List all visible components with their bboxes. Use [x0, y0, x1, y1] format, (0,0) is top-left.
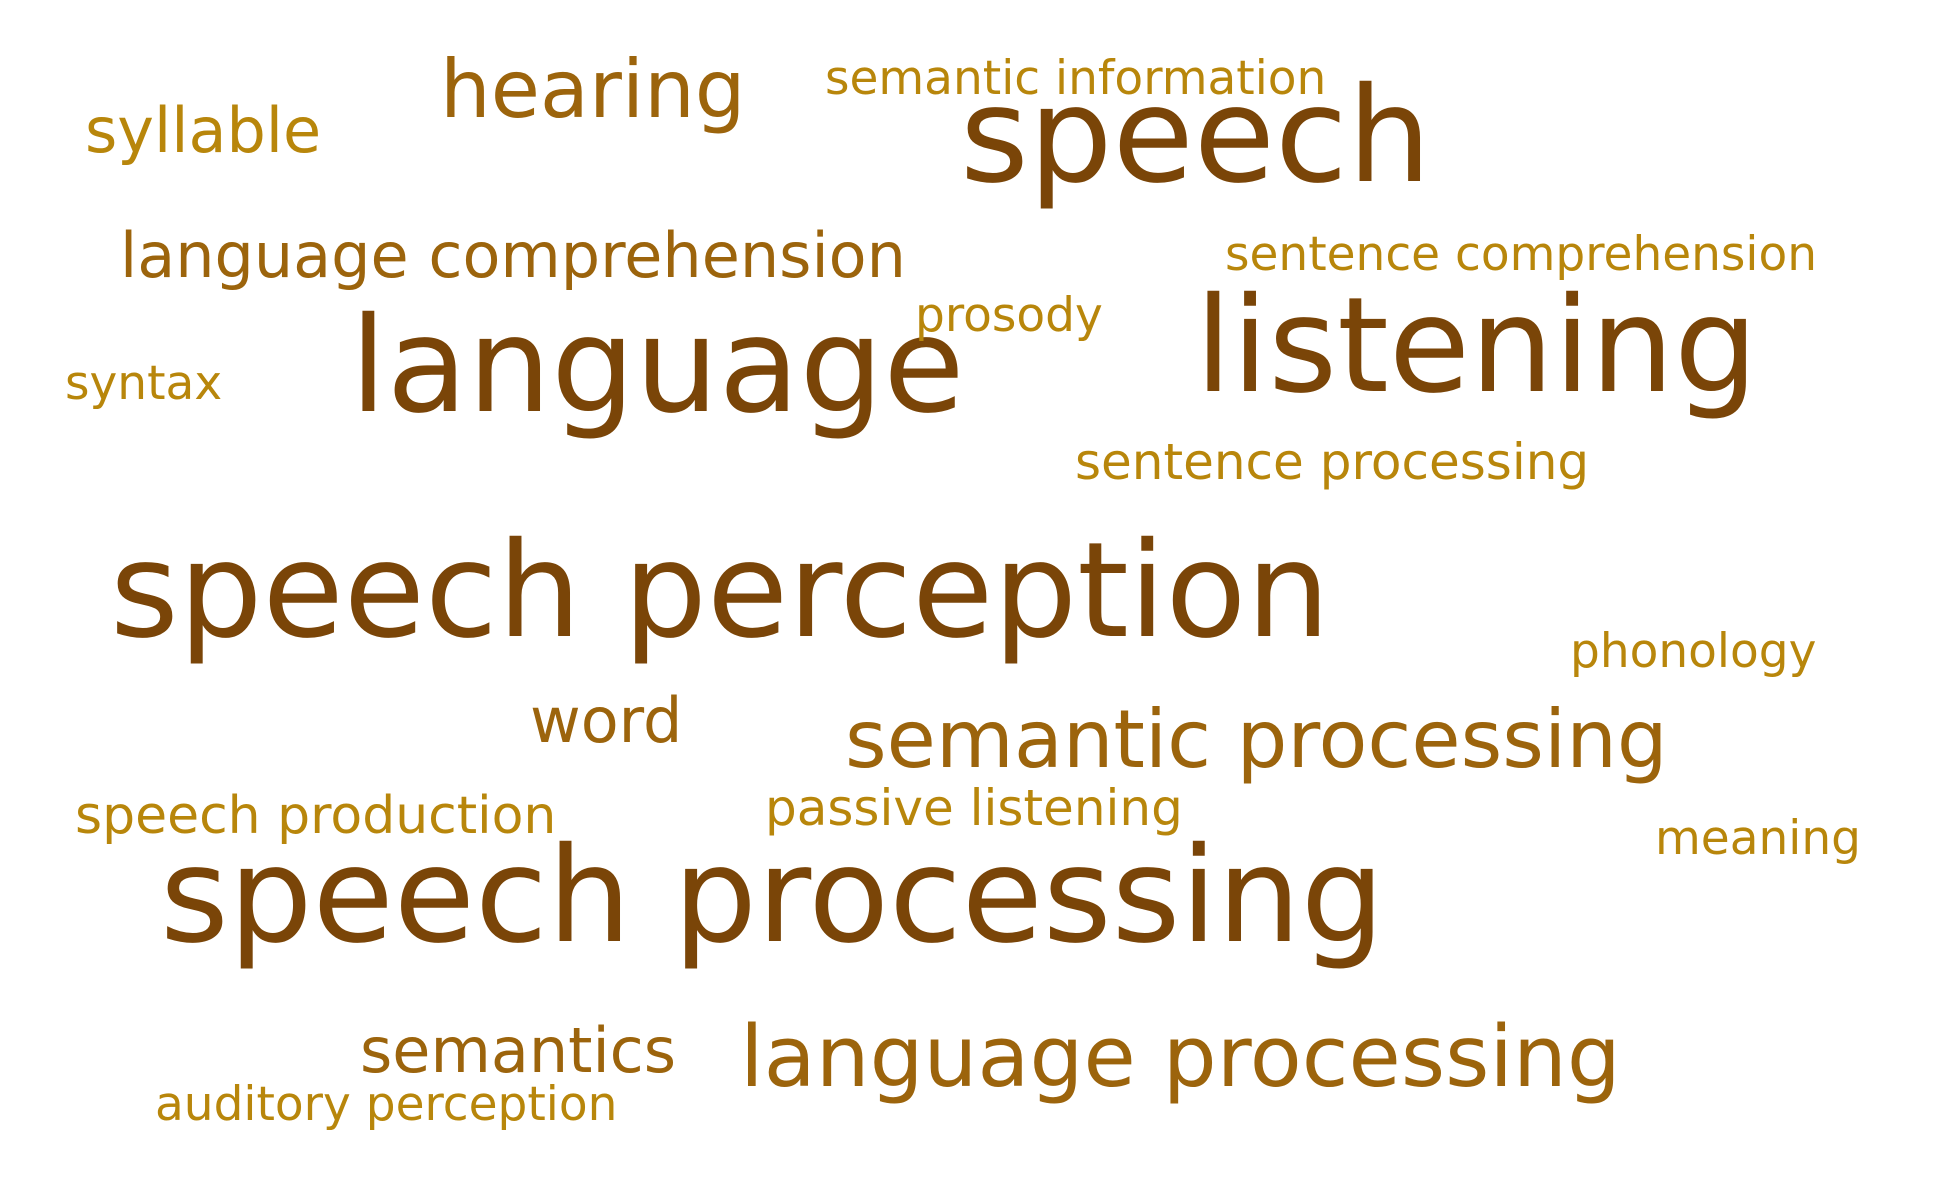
word-prosody: prosody: [915, 288, 1103, 343]
word-syllable: syllable: [85, 94, 322, 167]
word-meaning: meaning: [1655, 811, 1861, 866]
word-listening: listening: [1195, 269, 1758, 423]
word-sentence-processing: sentence processing: [1075, 433, 1590, 491]
word-language: language: [350, 289, 965, 443]
word-speech-perception: speech perception: [110, 514, 1330, 668]
word-hearing: hearing: [440, 43, 746, 136]
word-sentence-comprehension: sentence comprehension: [1225, 227, 1818, 282]
word-passive-listening: passive listening: [765, 779, 1183, 837]
word-language-comprehension: language comprehension: [120, 219, 906, 292]
word-phonology: phonology: [1570, 624, 1817, 679]
word-auditory-perception: auditory perception: [155, 1077, 618, 1132]
word-speech-production: speech production: [75, 786, 557, 846]
word-language-processing: language processing: [740, 1008, 1621, 1107]
word-semantic-information: semantic information: [825, 51, 1327, 106]
word-semantics: semantics: [360, 1014, 677, 1087]
word-syntax: syntax: [65, 356, 223, 411]
word-word: word: [530, 684, 683, 757]
word-speech: speech: [960, 59, 1432, 213]
word-semantic-processing: semantic processing: [845, 693, 1668, 786]
word-speech-processing: speech processing: [160, 819, 1385, 973]
